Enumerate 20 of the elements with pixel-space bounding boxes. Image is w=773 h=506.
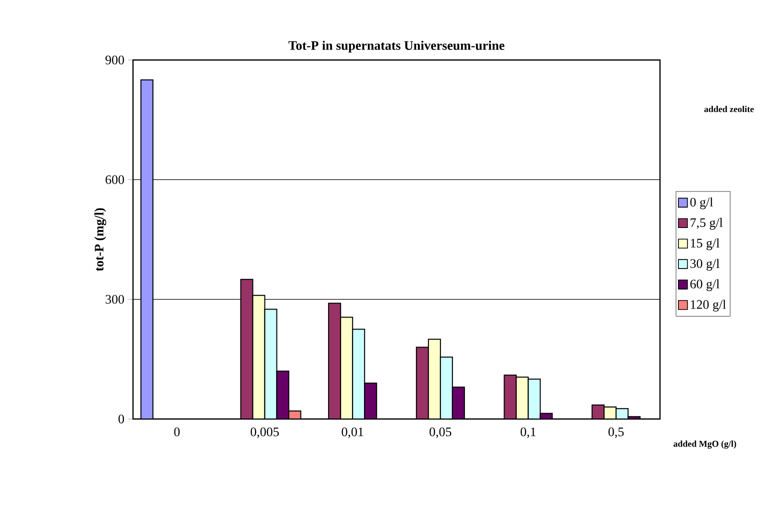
legend-label: 30 g/l [690,258,720,271]
legend-label: 60 g/l [690,279,720,292]
x-tick-label: 0,05 [430,428,452,438]
x-axis-title: added MgO (g/l) [674,440,736,449]
x-tick-label: 0,1 [520,428,536,438]
x-tick-label: 0 [174,428,180,436]
y-tick-label: 0 [118,414,124,424]
y-axis-title: tot-P (mg/l) [94,208,106,272]
chart-title: Tot-P in supernatats Universeum-urine [288,40,504,52]
x-tick-label: 0,01 [342,428,364,438]
y-tick-label: 300 [106,294,124,304]
legend-label: 0 g/l [690,197,713,210]
y-tick-label: 600 [106,175,124,184]
y-tick-label: 900 [105,56,124,64]
x-tick-label: 0,5 [608,428,624,438]
x-tick-label: 0,005 [250,428,279,438]
legend-title: added zeolite [704,106,754,112]
legend-label: 7,5 g/l [690,218,723,230]
legend-label: 15 g/l [690,238,720,250]
legend-label: 120 g/l [690,300,726,312]
